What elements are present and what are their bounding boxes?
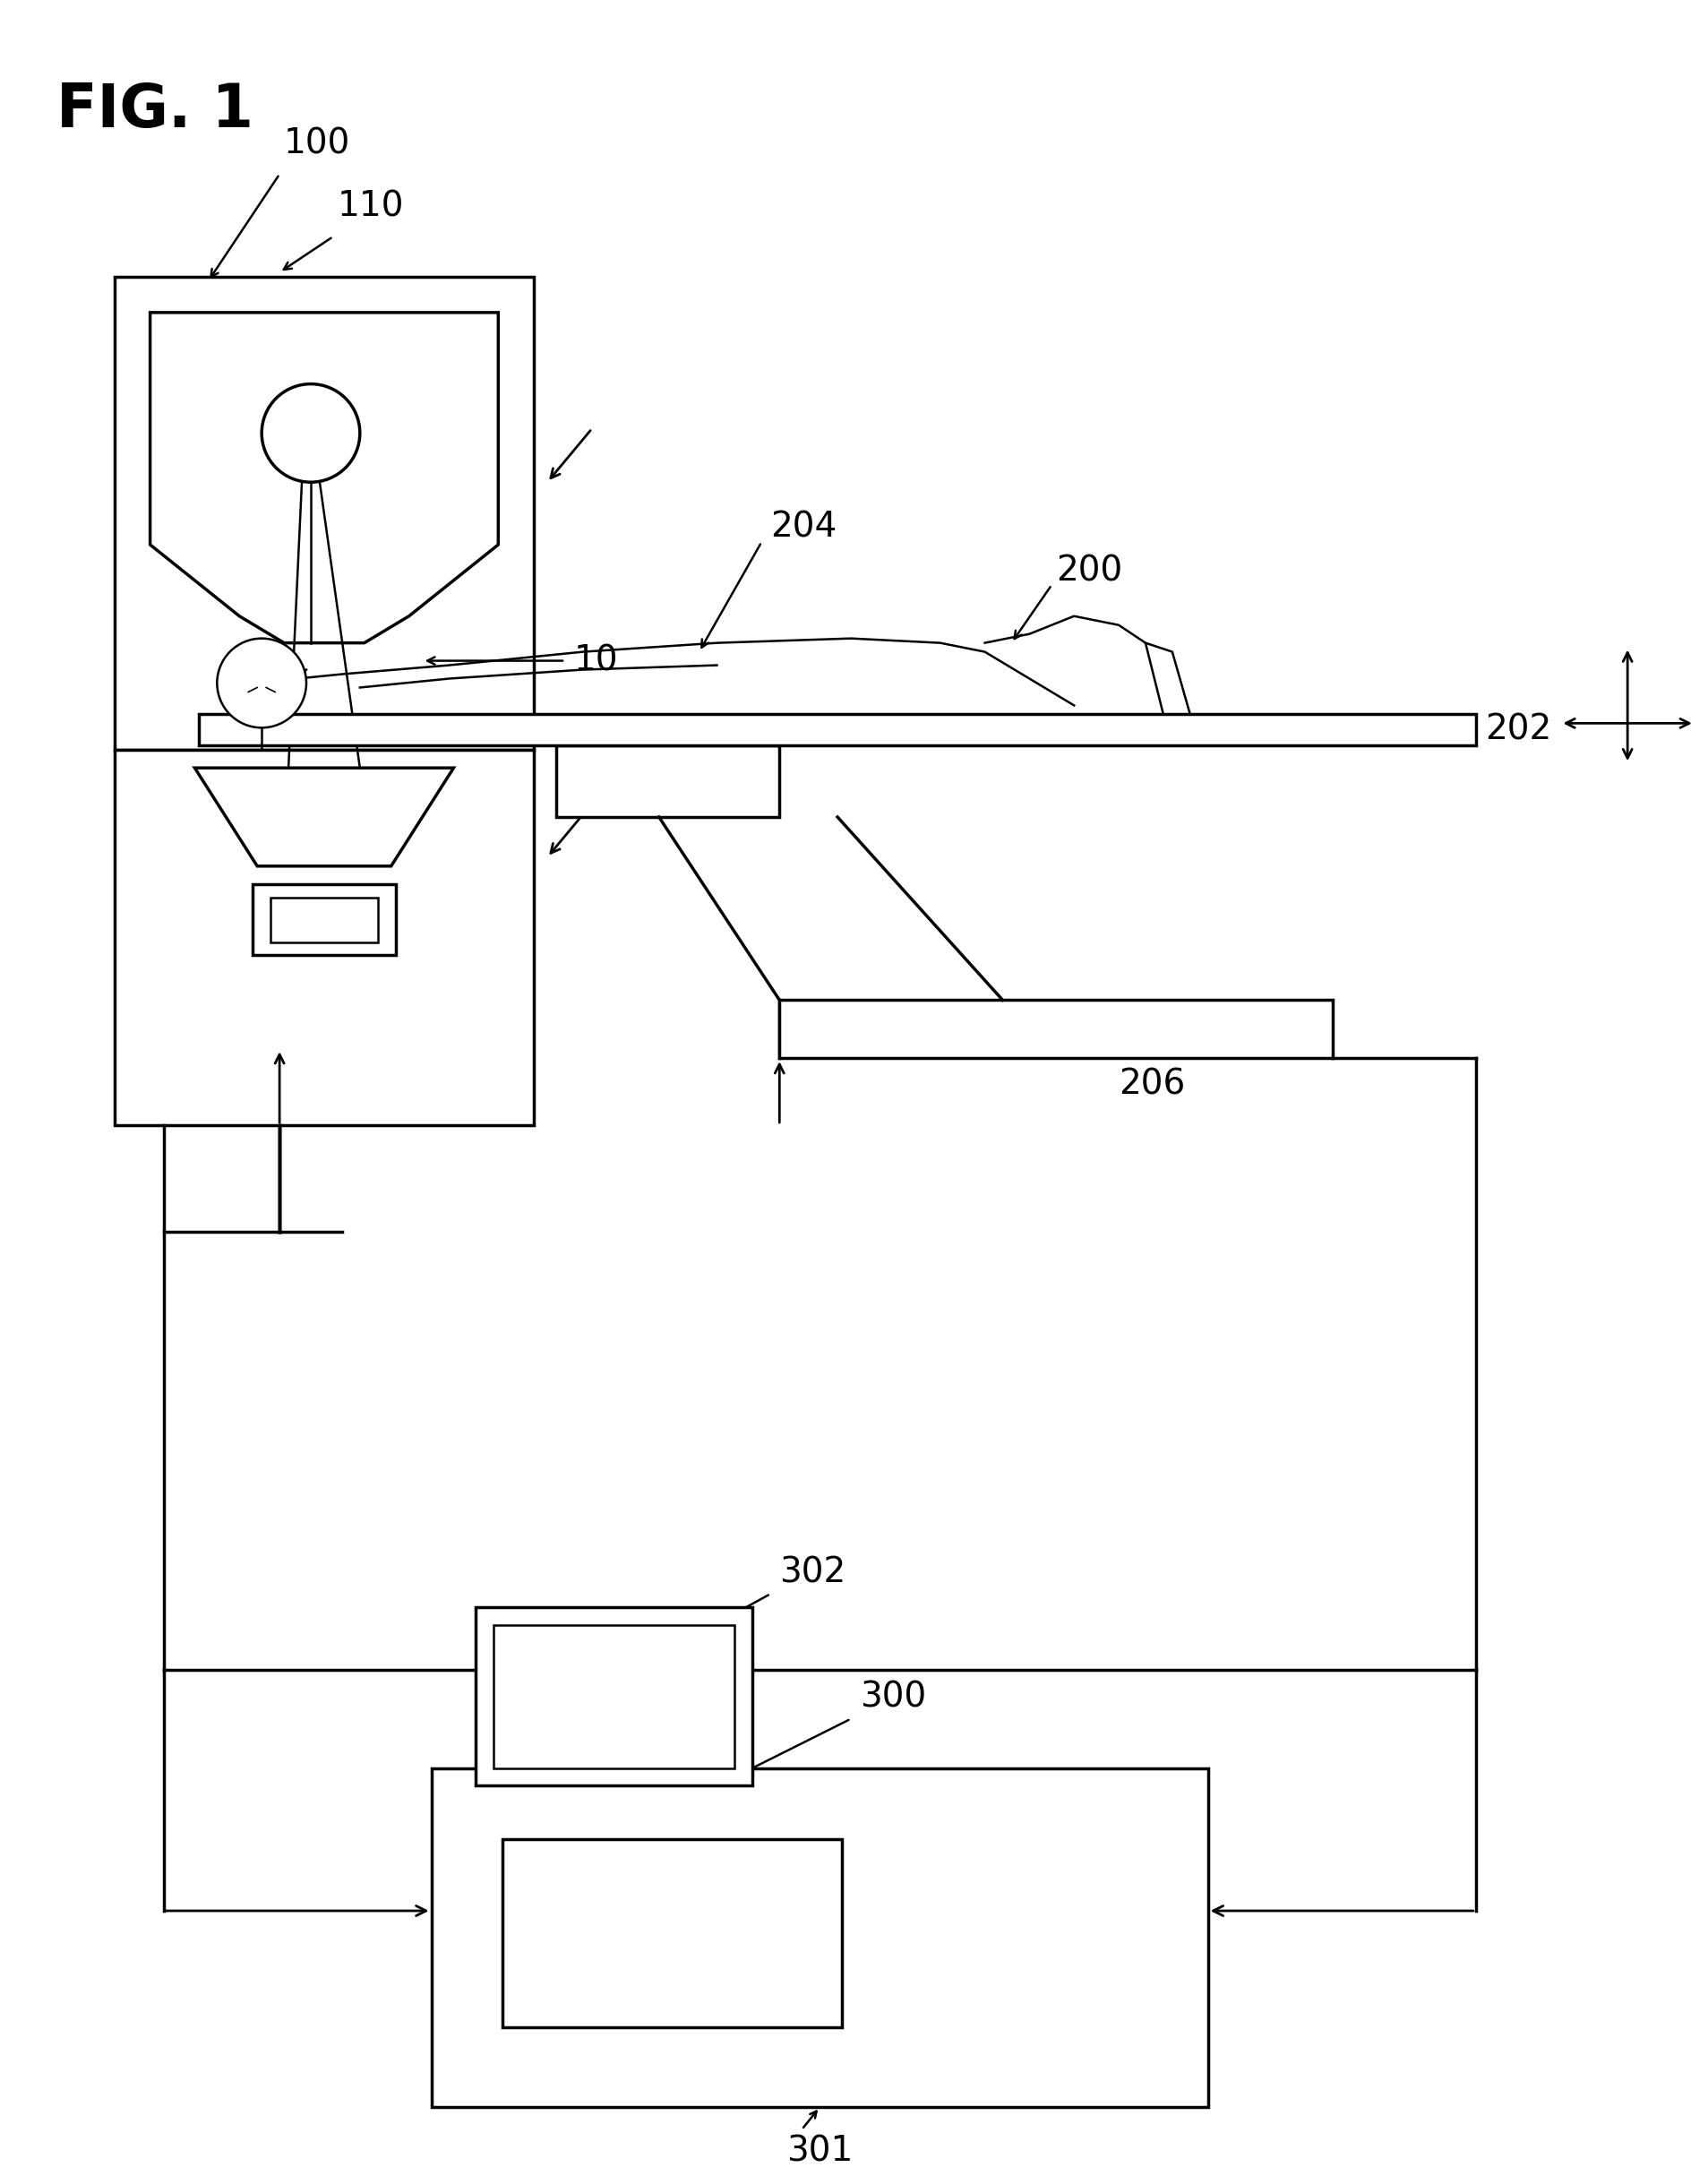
Text: 302: 302 [779,1556,845,1588]
Circle shape [261,383,360,483]
Bar [432,1767,1208,2106]
Text: 202: 202 [1484,712,1551,746]
Bar [200,714,1476,746]
Bar [477,1608,753,1786]
Text: FIG. 1: FIG. 1 [56,81,253,139]
Text: 208: 208 [1119,1025,1185,1060]
Bar [779,1001,1332,1058]
Circle shape [217,638,306,727]
Bar [502,1839,842,2026]
Text: 204: 204 [770,509,837,544]
Bar [557,746,779,816]
Text: 10: 10 [574,644,618,677]
Text: 300: 300 [859,1680,926,1715]
Bar [114,276,535,751]
Text: 206: 206 [1119,1066,1185,1101]
Bar [494,1625,734,1767]
Text: 200: 200 [1056,555,1122,588]
Bar [114,751,535,1125]
Text: 100: 100 [284,126,350,161]
Text: 301: 301 [786,2135,852,2167]
Polygon shape [150,313,499,642]
Bar [270,897,377,942]
Polygon shape [195,768,454,866]
Bar [253,883,396,955]
Text: 110: 110 [338,189,405,224]
